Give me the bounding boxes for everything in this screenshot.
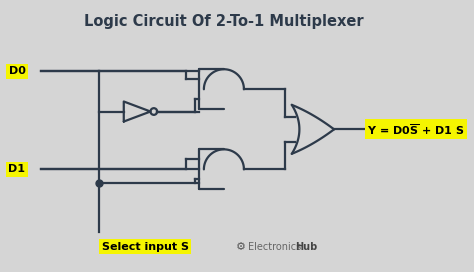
- Text: Electronics: Electronics: [248, 242, 301, 252]
- Text: D1: D1: [9, 164, 26, 174]
- Text: D0: D0: [9, 66, 26, 76]
- Text: Logic Circuit Of 2-To-1 Multiplexer: Logic Circuit Of 2-To-1 Multiplexer: [84, 14, 364, 29]
- Text: Hub: Hub: [295, 242, 318, 252]
- Text: Y = D0$\mathbf{\overline{S}}$ + D1 S: Y = D0$\mathbf{\overline{S}}$ + D1 S: [367, 122, 465, 137]
- Text: ⚙: ⚙: [236, 242, 246, 252]
- Text: Select input S: Select input S: [101, 242, 189, 252]
